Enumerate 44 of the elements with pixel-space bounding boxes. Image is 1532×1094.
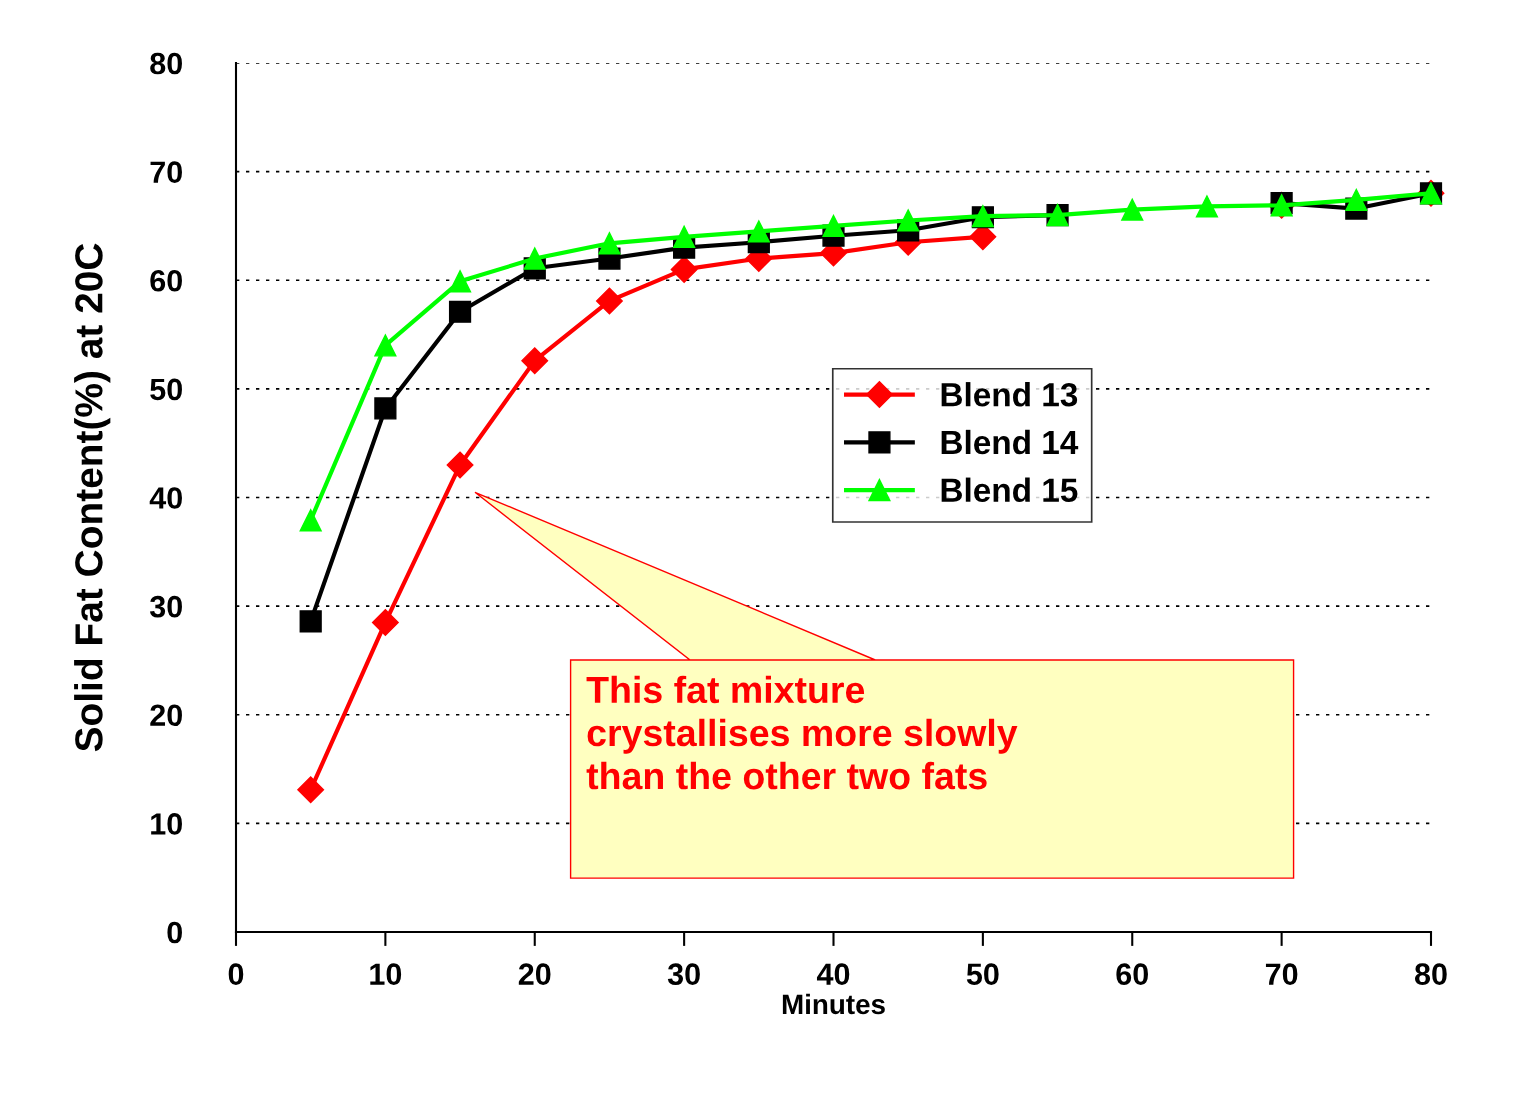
point xyxy=(1121,198,1144,221)
x-tick-label: 60 xyxy=(1116,963,1148,985)
point xyxy=(446,451,474,479)
x-axis-title: Minutes xyxy=(782,993,885,1015)
x-tick-label: 10 xyxy=(370,963,402,985)
point xyxy=(371,608,399,636)
point xyxy=(521,347,549,375)
x-tick-label: 30 xyxy=(667,963,700,986)
x-tick-label: 40 xyxy=(816,963,850,985)
y-tick-label: 50 xyxy=(150,378,182,401)
y-tick-label: 60 xyxy=(150,269,182,292)
x-tick-label: 20 xyxy=(518,963,551,985)
annotation: This fat mixture crystallises more slowly than the other two fats xyxy=(586,675,1018,790)
point xyxy=(448,300,472,323)
y-tick-label: 20 xyxy=(150,704,182,727)
point xyxy=(822,214,845,238)
point xyxy=(595,287,623,315)
legend-label: Blend 13 xyxy=(941,382,1078,407)
y-tick-label: 30 xyxy=(149,595,182,618)
y-axis-title: Solid Fat Content(%) at 20C xyxy=(74,243,111,752)
point xyxy=(448,270,472,293)
point xyxy=(299,610,322,633)
y-tick-label: 40 xyxy=(149,487,182,509)
legend-label: Blend 14 xyxy=(941,429,1079,455)
point xyxy=(374,334,397,357)
point xyxy=(297,776,325,804)
point xyxy=(598,232,621,255)
point xyxy=(747,220,770,243)
y-tick-label: 80 xyxy=(150,52,182,75)
point xyxy=(673,225,696,248)
x-tick-label: 70 xyxy=(1265,963,1298,985)
x-tick-label: 80 xyxy=(1414,963,1447,985)
y-tick-label: 70 xyxy=(150,161,182,183)
point xyxy=(897,209,920,232)
point xyxy=(523,247,546,270)
point xyxy=(299,509,322,532)
point xyxy=(1345,188,1368,211)
legend-label: Blend 15 xyxy=(941,477,1078,503)
point xyxy=(1195,195,1219,218)
y-tick-label: 10 xyxy=(151,813,182,835)
y-tick-label: 0 xyxy=(167,921,182,944)
x-tick-label: 50 xyxy=(966,963,999,985)
x-tick-label: 0 xyxy=(228,963,244,985)
point xyxy=(374,397,397,420)
